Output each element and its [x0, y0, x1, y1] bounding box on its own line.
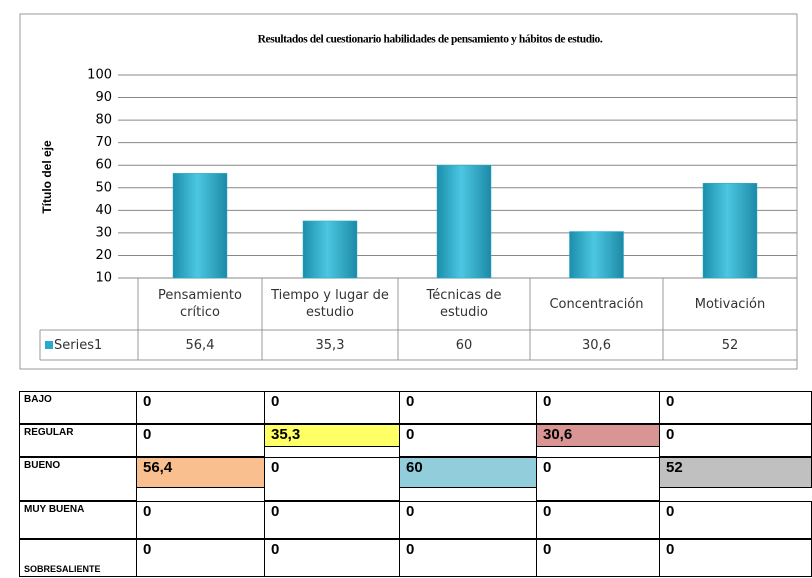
x-tick-label: Motivación	[694, 296, 766, 312]
x-tick-label: Técnicas de estudio	[426, 288, 502, 320]
table-cell: 0	[659, 501, 812, 539]
row-label: BAJO	[19, 391, 137, 424]
y-tick-label: 50	[95, 180, 112, 195]
y-tick-label: 90	[95, 90, 112, 105]
y-axis-title: Título del eje	[40, 140, 54, 214]
y-tick-label: 70	[95, 135, 112, 150]
table-cell: 0	[659, 391, 812, 424]
bar	[302, 220, 358, 279]
table-cell: 0	[536, 391, 660, 424]
bar	[436, 164, 492, 279]
table-cell: 0	[536, 501, 660, 539]
table-cell: 30,6	[536, 424, 660, 448]
table-cell: 0	[399, 424, 537, 457]
row-label: BUENO	[19, 457, 137, 501]
table-cell: 0	[659, 539, 812, 577]
table-cell: 35,3	[264, 424, 400, 448]
y-tick-label: 30	[95, 225, 112, 240]
table-cell: 0	[264, 501, 400, 539]
x-tick-label: Tiempo y lugar de estudio	[271, 288, 389, 320]
table-cell: 0	[264, 391, 400, 424]
y-tick-label: 100	[87, 68, 112, 83]
x-tick-label: Pensamiento crítico	[158, 288, 242, 320]
table-cell: 0	[399, 501, 537, 539]
table-cell: 0	[264, 457, 400, 501]
y-tick-label: 10	[95, 271, 112, 286]
table-cell: 56,4	[136, 457, 265, 488]
table-cell: 0	[136, 424, 265, 457]
row-label: REGULAR	[19, 424, 137, 457]
data-label: 30,6	[582, 338, 611, 353]
bar	[702, 183, 758, 279]
y-tick-label: 40	[95, 203, 112, 218]
row-label: MUY BUENA	[19, 501, 137, 539]
data-label: 35,3	[315, 338, 345, 353]
table-cell: 0	[136, 539, 265, 577]
y-tick-label: 20	[95, 248, 112, 263]
table-cell: 0	[399, 539, 537, 577]
table-cell: 52	[659, 457, 812, 488]
chart-title: Resultados del cuestionario habilidades …	[258, 34, 603, 46]
table-cell: 0	[536, 539, 660, 577]
table-cell: 0	[264, 539, 400, 577]
data-label: 56,4	[185, 338, 215, 353]
row-label: SOBRESALIENTE	[19, 539, 137, 577]
y-tick-label: 60	[95, 158, 112, 173]
table-cell: 60	[399, 457, 537, 488]
legend-swatch	[45, 341, 53, 349]
data-label: 60	[455, 338, 473, 353]
bar	[569, 231, 624, 279]
y-tick-label: 80	[95, 113, 112, 128]
table-cell: 0	[536, 457, 660, 501]
table-cell: 0	[399, 391, 537, 424]
chart-frame	[19, 13, 798, 370]
table-cell: 0	[136, 391, 265, 424]
x-tick-label: Concentración	[549, 296, 644, 312]
table-cell: 0	[659, 424, 812, 457]
table-cell: 0	[136, 501, 265, 539]
legend-label: Series1	[54, 338, 103, 353]
data-label: 52	[721, 338, 739, 353]
bar	[172, 173, 228, 279]
